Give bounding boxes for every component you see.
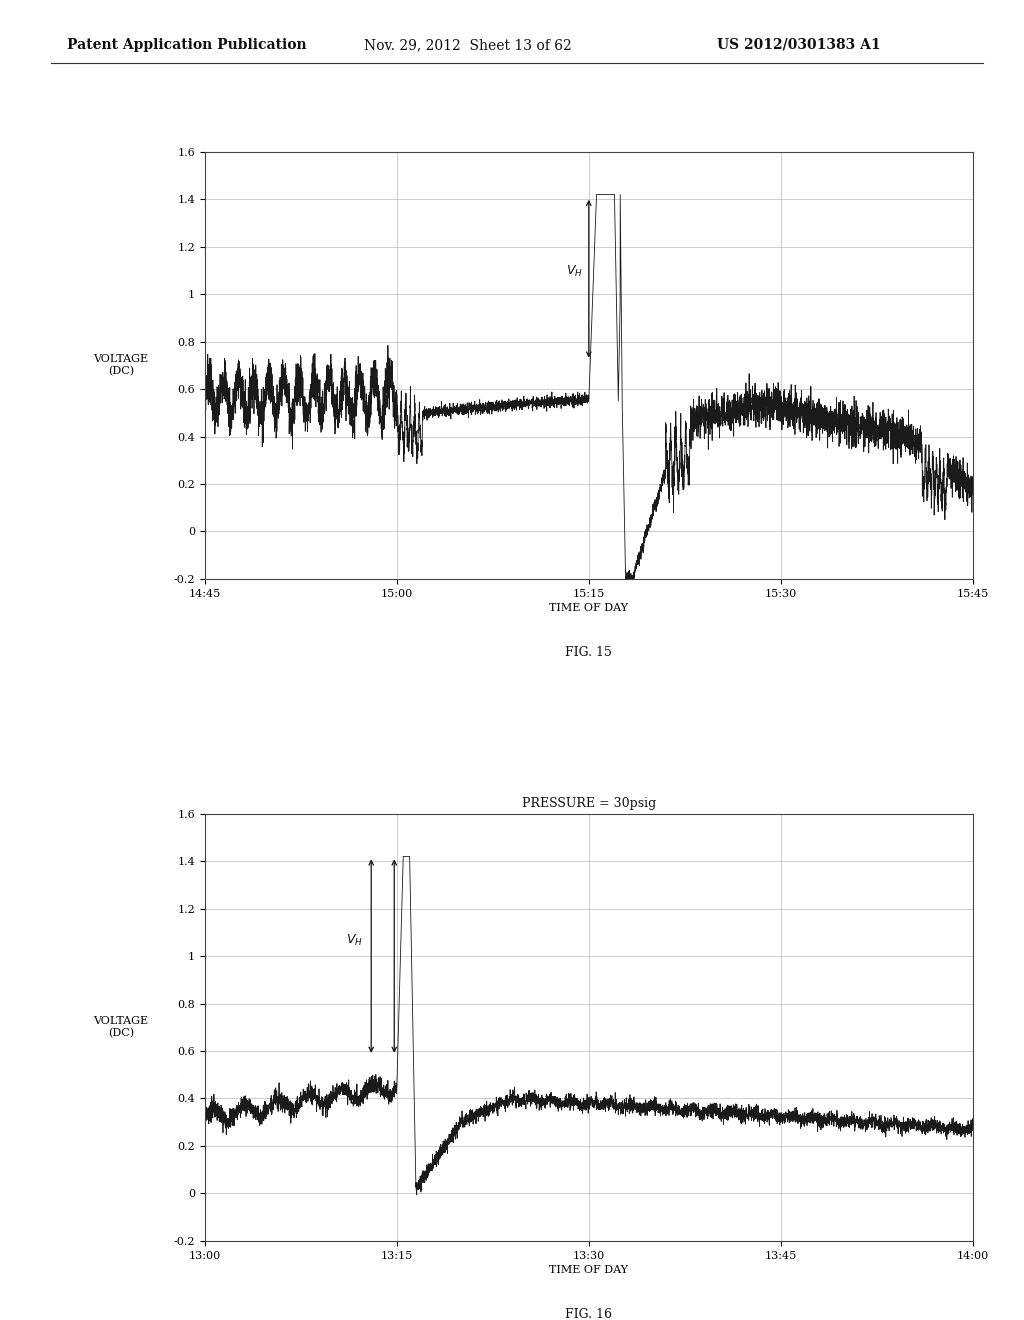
Y-axis label: VOLTAGE
(DC): VOLTAGE (DC) [93,354,148,376]
Y-axis label: VOLTAGE
(DC): VOLTAGE (DC) [93,1016,148,1039]
Title: PRESSURE = 30psig: PRESSURE = 30psig [521,797,656,809]
Text: $V_H$: $V_H$ [565,264,583,280]
Text: $V_H$: $V_H$ [346,933,362,948]
Text: Nov. 29, 2012  Sheet 13 of 62: Nov. 29, 2012 Sheet 13 of 62 [364,38,571,51]
Text: FIG. 15: FIG. 15 [565,645,612,659]
Text: Patent Application Publication: Patent Application Publication [67,38,306,51]
Text: FIG. 16: FIG. 16 [565,1308,612,1320]
Text: US 2012/0301383 A1: US 2012/0301383 A1 [717,38,881,51]
X-axis label: TIME OF DAY: TIME OF DAY [549,1265,629,1275]
X-axis label: TIME OF DAY: TIME OF DAY [549,603,629,612]
